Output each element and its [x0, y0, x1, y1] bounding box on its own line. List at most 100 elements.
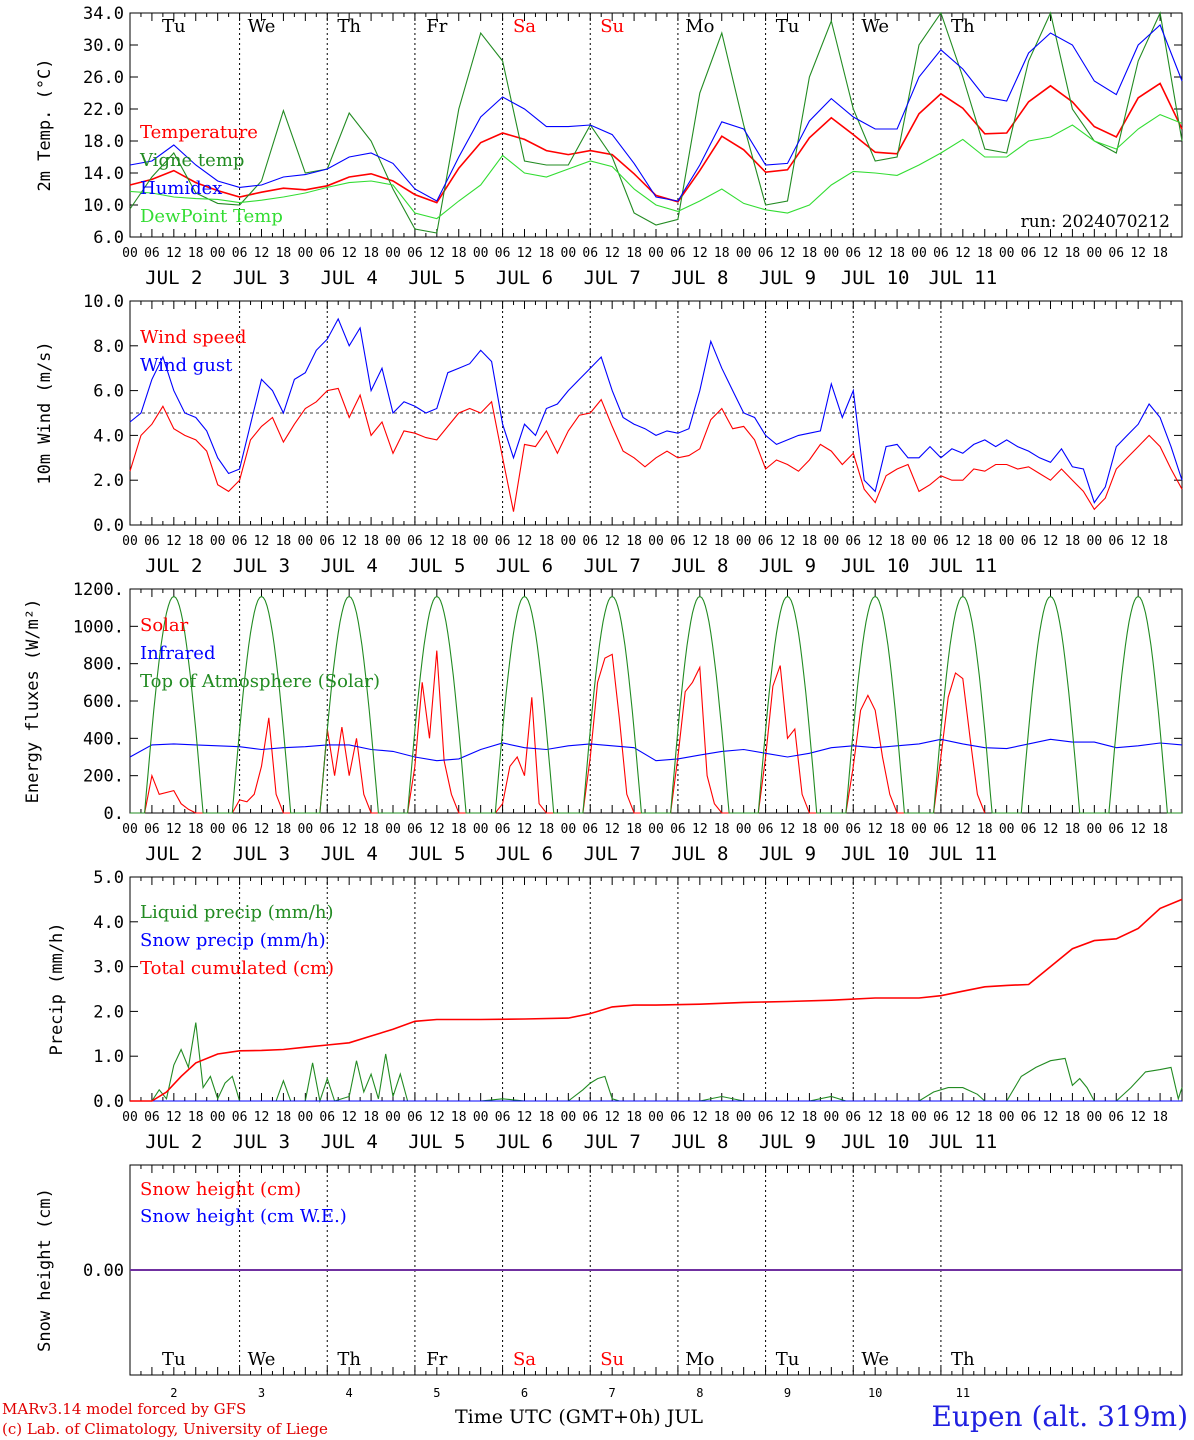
weekday-label: Sa [513, 16, 536, 37]
date-label: JUL 11 [929, 267, 998, 289]
date-label: JUL 2 [145, 843, 202, 865]
series-dewpoint-temp [129, 113, 1183, 220]
hour-tick-label: 00 [298, 1110, 314, 1125]
y-tick-label: 1.0 [93, 1047, 124, 1067]
hour-tick-label: 12 [867, 246, 883, 261]
hour-tick-label: 18 [363, 246, 379, 261]
date-label: JUL 11 [929, 843, 998, 865]
hour-tick-label: 06 [232, 246, 248, 261]
panel-5: 0.00 Snow height (cm) Snow height (cm) Snow… [35, 1164, 1183, 1400]
hour-tick-label: 18 [188, 822, 204, 837]
hour-tick-label: 12 [780, 534, 796, 549]
panel-3: 0. 200. 400. 600. 800. 1000. 1200. Energy fluxe… [23, 580, 1183, 865]
hour-tick-label: 18 [889, 246, 905, 261]
weekday-label: Th [337, 1349, 361, 1370]
hour-tick-label: 18 [451, 1110, 467, 1125]
legend-snow-precip-mm-h-: Snow precip (mm/h) [140, 930, 326, 951]
hour-tick-label: 00 [561, 822, 577, 837]
day-number-label: 3 [258, 1386, 265, 1400]
hour-tick-label: 18 [714, 534, 730, 549]
series-top-of-atmosphere-solar- [130, 595, 1182, 814]
hour-tick-label: 12 [517, 534, 533, 549]
hour-tick-label: 18 [977, 534, 993, 549]
hour-tick-label: 12 [429, 1110, 445, 1125]
hour-tick-label: 06 [845, 1110, 861, 1125]
hour-tick-label: 06 [495, 1110, 511, 1125]
model-credit: MARv3.14 model forced by GFS [2, 1400, 247, 1418]
weekday-label: Su [600, 16, 624, 37]
date-label: JUL 11 [929, 1131, 998, 1153]
hour-tick-label: 18 [451, 534, 467, 549]
hour-tick-label: 06 [933, 822, 949, 837]
date-label: JUL 11 [929, 555, 998, 577]
date-label: JUL 5 [408, 843, 465, 865]
y-tick-label: 0.0 [93, 1092, 124, 1112]
y-tick-label: 8.0 [93, 337, 124, 357]
y-tick-label: 1200. [73, 580, 124, 600]
date-label: JUL 3 [233, 555, 290, 577]
y-tick-label: 4.0 [93, 426, 124, 446]
hour-tick-label: 12 [429, 246, 445, 261]
y-axis-title: Energy fluxes (W/m²) [23, 599, 43, 804]
series-infrared [129, 738, 1183, 762]
hour-tick-label: 00 [473, 1110, 489, 1125]
hour-tick-label: 00 [1087, 822, 1103, 837]
hour-tick-label: 06 [582, 534, 598, 549]
day-number-label: 5 [433, 1386, 440, 1400]
y-axis-title: Snow height (cm) [35, 1188, 55, 1352]
date-label: JUL 5 [408, 267, 465, 289]
x-axis-title: Time UTC (GMT+0h) JUL [455, 1406, 703, 1428]
day-number-label: 10 [868, 1386, 882, 1400]
hour-tick-label: 12 [867, 534, 883, 549]
hour-tick-label: 06 [144, 534, 160, 549]
day-number-label: 2 [170, 1386, 177, 1400]
hour-tick-label: 18 [539, 822, 555, 837]
y-tick-label: 34.0 [83, 4, 124, 24]
hour-tick-label: 06 [144, 1110, 160, 1125]
hour-tick-label: 06 [845, 822, 861, 837]
hour-tick-label: 06 [1021, 1110, 1037, 1125]
hour-tick-label: 12 [1043, 246, 1059, 261]
hour-tick-label: 12 [955, 246, 971, 261]
hour-tick-label: 18 [626, 822, 642, 837]
hour-tick-label: 00 [1087, 246, 1103, 261]
weekday-label: We [861, 16, 889, 37]
y-axis-title: 10m Wind (m/s) [35, 341, 55, 484]
date-label: JUL 7 [584, 843, 641, 865]
hour-tick-label: 06 [407, 822, 423, 837]
hour-tick-label: 18 [451, 246, 467, 261]
y-tick-label: 5.0 [93, 868, 124, 888]
y-tick-label: 0.00 [83, 1261, 124, 1281]
hour-tick-label: 18 [451, 822, 467, 837]
hour-tick-label: 06 [582, 1110, 598, 1125]
hour-tick-label: 00 [736, 822, 752, 837]
hour-tick-label: 12 [1130, 822, 1146, 837]
legend-snow-height-cm-: Snow height (cm) [140, 1179, 301, 1200]
hour-tick-label: 12 [867, 822, 883, 837]
hour-tick-label: 06 [319, 1110, 335, 1125]
date-label: JUL 7 [584, 555, 641, 577]
hour-tick-label: 12 [692, 1110, 708, 1125]
y-tick-label: 600. [83, 692, 124, 712]
hour-tick-label: 18 [977, 1110, 993, 1125]
hour-tick-label: 00 [911, 534, 927, 549]
y-tick-label: 14.0 [83, 164, 124, 184]
hour-tick-label: 00 [999, 246, 1015, 261]
hour-tick-label: 12 [341, 534, 357, 549]
hour-tick-label: 18 [1152, 534, 1168, 549]
hour-tick-label: 00 [473, 534, 489, 549]
hour-tick-label: 18 [363, 1110, 379, 1125]
series-liquid-precip-mm-h- [130, 1022, 1183, 1104]
series-vigne-temp [129, 11, 1183, 234]
hour-tick-label: 12 [780, 246, 796, 261]
hour-tick-label: 00 [122, 822, 138, 837]
hour-tick-label: 18 [276, 246, 292, 261]
weekday-label: Tu [776, 16, 800, 37]
hour-tick-label: 00 [1087, 534, 1103, 549]
hour-tick-label: 18 [539, 246, 555, 261]
day-number-label: 11 [956, 1386, 970, 1400]
hour-tick-label: 12 [1130, 1110, 1146, 1125]
hour-tick-label: 06 [1108, 534, 1124, 549]
hour-tick-label: 06 [1021, 822, 1037, 837]
date-label: JUL 2 [145, 555, 202, 577]
